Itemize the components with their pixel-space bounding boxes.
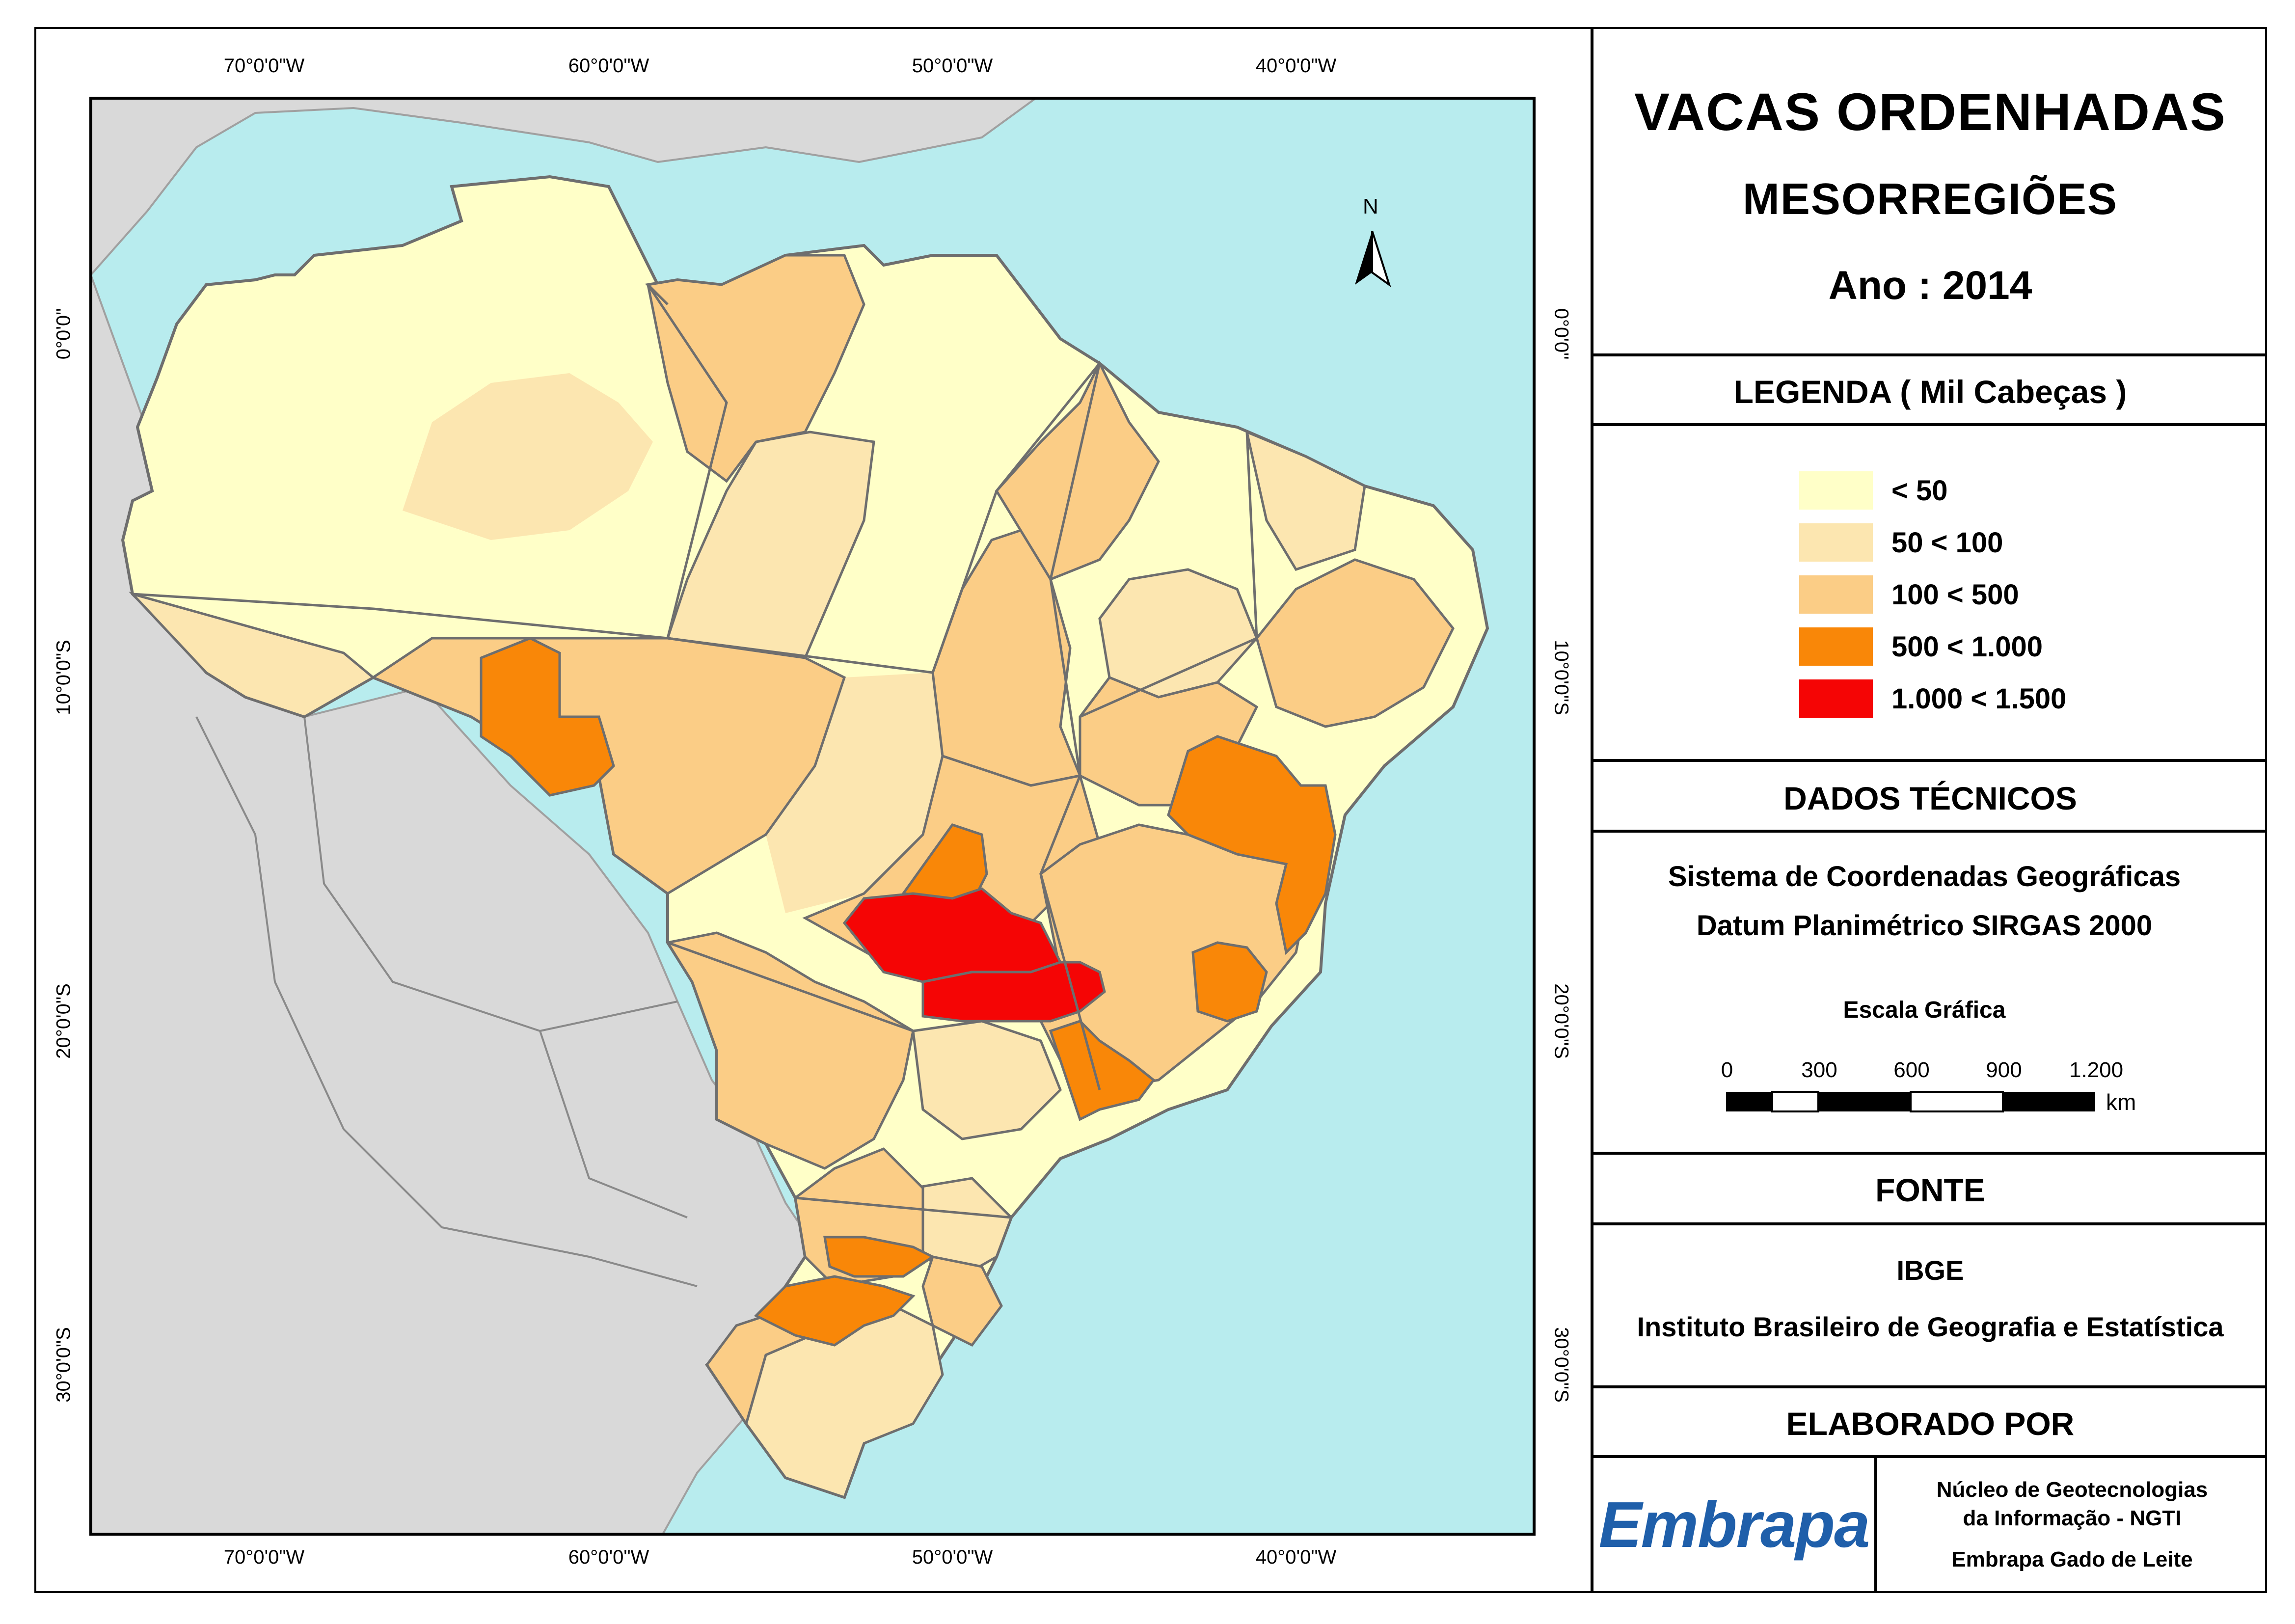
state-borders	[132, 254, 1258, 1219]
embrapa-logo-text: Embrapa	[1598, 1488, 1870, 1561]
author-heading: ELABORADO POR	[1786, 1406, 2075, 1442]
legend-item: 500 < 1.000	[1799, 627, 2043, 666]
country-borders	[195, 716, 698, 1287]
lat-tick-right-10s: 10°0'0"S	[1550, 640, 1572, 715]
section-divider	[1591, 353, 2267, 356]
lat-tick-right-30s: 30°0'0"S	[1550, 1327, 1572, 1403]
scale-bar	[1726, 1091, 2095, 1112]
lon-tick-top-60w: 60°0'0"W	[568, 55, 649, 77]
legend-label: 500 < 1.000	[1891, 630, 2043, 663]
region-maranhao	[995, 360, 1160, 581]
author-divider	[1874, 1455, 1877, 1593]
lon-tick-bottom-60w: 60°0'0"W	[568, 1546, 649, 1568]
region-rondonia-east[interactable]	[480, 637, 615, 797]
scale-label: 600	[1893, 1058, 1930, 1082]
section-divider	[1591, 1385, 2267, 1388]
legend-item: 50 < 100	[1799, 523, 2003, 562]
legend-swatch	[1799, 575, 1873, 614]
author-unit-line2: da Informação - NGTI	[1963, 1506, 2182, 1530]
map-frame	[34, 27, 2267, 1593]
legend-label: 100 < 500	[1891, 578, 2019, 611]
north-arrow-icon	[1355, 231, 1391, 288]
scale-label: 300	[1801, 1058, 1837, 1082]
region-mt-north	[766, 673, 943, 913]
region-minas-central[interactable]	[1191, 941, 1268, 1023]
region-minas-south[interactable]	[1049, 1020, 1156, 1121]
lon-tick-bottom-40w: 40°0'0"W	[1255, 1546, 1337, 1568]
scale-title: Escala Gráfica	[1843, 997, 2006, 1023]
lon-tick-bottom-70w: 70°0'0"W	[223, 1546, 305, 1568]
region-bahia-south[interactable]	[1167, 735, 1337, 955]
legend-swatch	[1799, 471, 1873, 510]
lat-tick-left-10s: 10°0'0"S	[53, 640, 75, 715]
lat-tick-left-20s: 20°0'0"S	[53, 983, 75, 1059]
region-sp-interior	[912, 1020, 1062, 1140]
north-label: N	[1363, 194, 1378, 218]
section-divider	[1591, 1152, 2267, 1155]
source-heading: FONTE	[1875, 1172, 1985, 1208]
scale-label: 1.200	[2069, 1058, 2124, 1082]
legend-label: 1.000 < 1.500	[1891, 682, 2067, 715]
legend-item: 1.000 < 1.500	[1799, 679, 2066, 718]
lat-tick-right-0: 0°0'0"	[1550, 308, 1572, 360]
scale-label: 900	[1986, 1058, 2022, 1082]
datum: Datum Planimétrico SIRGAS 2000	[1696, 910, 2153, 942]
lon-tick-top-40w: 40°0'0"W	[1255, 55, 1337, 77]
source-short: IBGE	[1896, 1255, 1964, 1286]
map-title: VACAS ORDENHADAS	[1634, 82, 2227, 141]
map-inner-frame	[89, 97, 1536, 1536]
source-long: Instituto Brasileiro de Geografia e Esta…	[1637, 1311, 2224, 1342]
region-acre-west	[129, 592, 376, 718]
legend-heading: LEGENDA ( Mil Cabeças )	[1733, 374, 2127, 410]
scale-label: 0	[1721, 1058, 1733, 1082]
lat-tick-left-30s: 30°0'0"S	[53, 1327, 75, 1403]
panel-divider	[1591, 27, 1593, 1593]
coordinate-system: Sistema de Coordenadas Geográficas	[1668, 861, 2181, 893]
legend-swatch	[1799, 627, 1873, 666]
author-unit-line3: Embrapa Gado de Leite	[1951, 1547, 2193, 1571]
legend-item: 100 < 500	[1799, 575, 2019, 614]
section-divider	[1591, 830, 2267, 833]
legend-swatch	[1799, 679, 1873, 718]
section-divider	[1591, 1455, 2267, 1458]
lon-tick-bottom-50w: 50°0'0"W	[912, 1546, 993, 1568]
region-amapa-para-north	[647, 254, 865, 483]
legend-swatch	[1799, 523, 1873, 562]
region-rs-northwest[interactable]	[754, 1275, 916, 1347]
lon-tick-top-50w: 50°0'0"W	[912, 55, 993, 77]
region-ne-interior	[1255, 558, 1455, 728]
region-amazon-central	[403, 373, 653, 540]
author-unit-line1: Núcleo de Geotecnologias	[1936, 1478, 2208, 1502]
lon-tick-top-70w: 70°0'0"W	[223, 55, 305, 77]
map-subtitle: MESORREGIÕES	[1742, 175, 2118, 224]
south-america-land	[91, 98, 1038, 277]
technical-heading: DADOS TÉCNICOS	[1783, 780, 2077, 816]
region-ne-coast	[1245, 430, 1366, 571]
legend-label: < 50	[1891, 474, 1948, 507]
lat-tick-left-0: 0°0'0"	[53, 308, 75, 360]
legend-label: 50 < 100	[1891, 526, 2003, 559]
lat-tick-right-20s: 20°0'0"S	[1550, 983, 1572, 1059]
section-divider	[1591, 1222, 2267, 1225]
section-divider	[1591, 423, 2267, 426]
section-divider	[1591, 759, 2267, 762]
scale-unit: km	[2106, 1089, 2136, 1115]
map-year: Ano : 2014	[1828, 263, 2032, 308]
region-santa-catarina	[921, 1255, 1003, 1347]
region-minas-gerais	[1039, 823, 1307, 1091]
embrapa-logo: Embrapa	[1593, 1458, 1874, 1591]
region-triangulo-mineiro[interactable]	[921, 961, 1106, 1023]
legend-item: < 50	[1799, 471, 1948, 510]
region-ms	[665, 931, 915, 1170]
region-sc-west[interactable]	[823, 1236, 935, 1278]
